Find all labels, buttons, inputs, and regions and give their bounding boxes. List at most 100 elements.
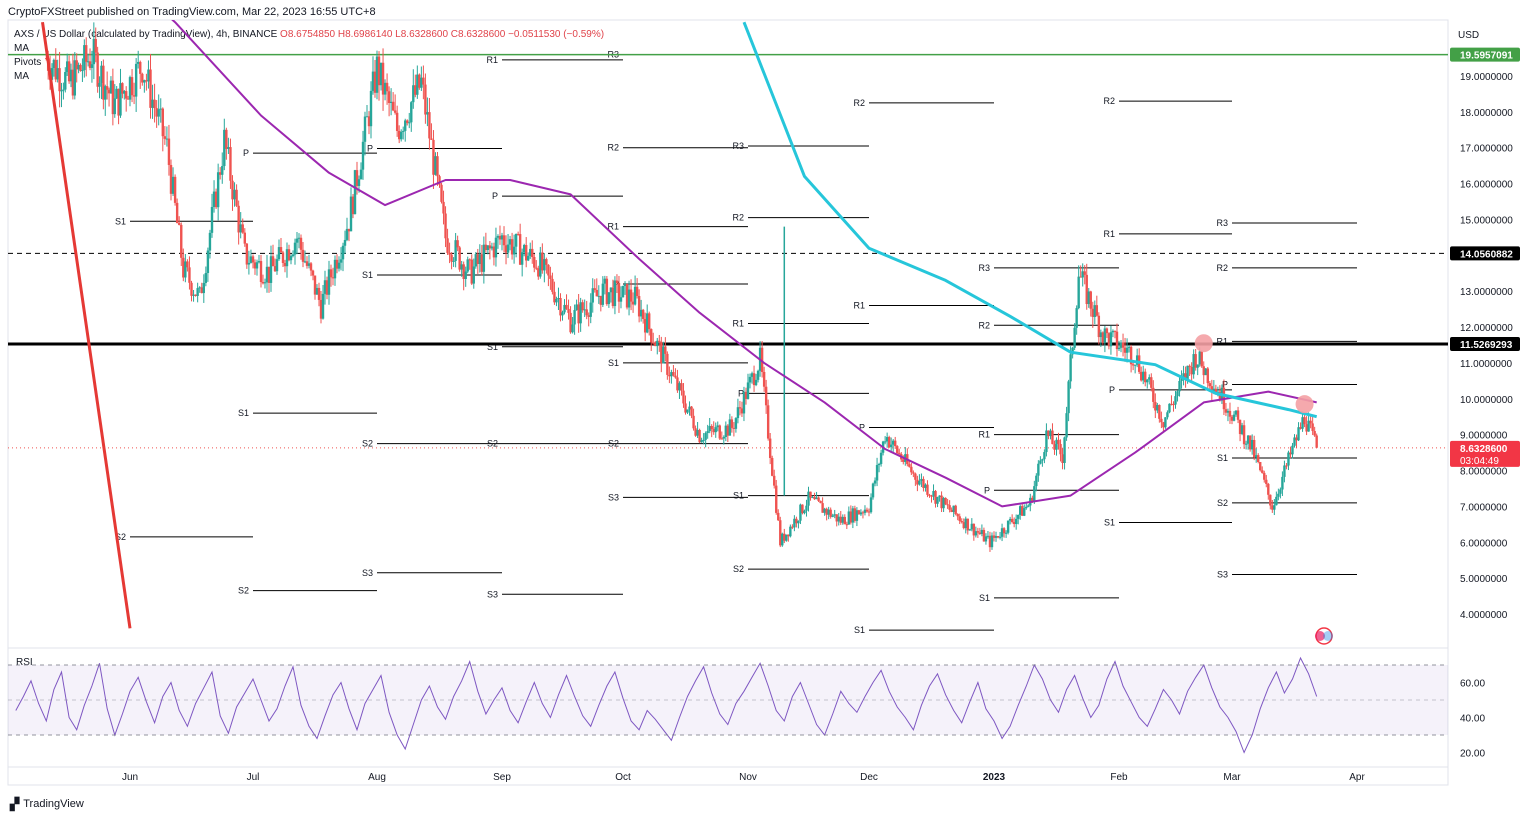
candle-body bbox=[96, 52, 99, 87]
candle-body bbox=[188, 267, 191, 283]
candle-body bbox=[615, 280, 619, 283]
candle-body bbox=[744, 391, 748, 399]
candle-body bbox=[410, 102, 413, 123]
candle-body bbox=[426, 112, 429, 115]
candle-body bbox=[1190, 367, 1193, 375]
legend-open: O8.6754850 bbox=[280, 29, 336, 40]
candle-body bbox=[251, 256, 255, 263]
candle-body bbox=[273, 266, 277, 272]
candle-body bbox=[478, 254, 482, 265]
candle-body bbox=[323, 280, 327, 294]
candle-body bbox=[83, 45, 86, 71]
candle-body bbox=[1301, 417, 1304, 429]
candle-body bbox=[424, 84, 427, 115]
candle-body bbox=[847, 511, 851, 525]
candle-body bbox=[1000, 528, 1004, 537]
candle-body bbox=[353, 170, 357, 215]
candle-body bbox=[1049, 430, 1052, 437]
candle-body bbox=[849, 511, 853, 523]
pivot-label: S1 bbox=[979, 593, 990, 603]
candle-body bbox=[466, 259, 469, 272]
candle-body bbox=[221, 166, 224, 175]
candle-body bbox=[867, 511, 871, 513]
candle-body bbox=[281, 252, 285, 264]
candle-body bbox=[930, 495, 933, 497]
pivot-label: P bbox=[738, 388, 744, 398]
candle-body bbox=[712, 429, 715, 433]
candle-body bbox=[738, 407, 742, 409]
candle-body bbox=[627, 289, 631, 308]
candle-body bbox=[345, 228, 349, 240]
candle-body bbox=[894, 440, 897, 447]
candle-body bbox=[1063, 437, 1066, 463]
candle-body bbox=[486, 245, 490, 251]
candle-body bbox=[766, 405, 770, 439]
candle-body bbox=[1144, 371, 1147, 383]
pivot-label: S1 bbox=[854, 625, 865, 635]
candle-body bbox=[835, 514, 838, 522]
candle-body bbox=[637, 296, 641, 317]
candle-body bbox=[535, 267, 538, 269]
candle-body bbox=[283, 263, 287, 267]
candle-body bbox=[891, 440, 895, 445]
legend-symbol-row: AXS / US Dollar (calculated by TradingVi… bbox=[14, 28, 604, 42]
candle-body bbox=[412, 85, 415, 103]
candle-body bbox=[56, 68, 59, 80]
candle-body bbox=[73, 60, 77, 96]
candle-body bbox=[157, 109, 160, 117]
x-tick-label: 2023 bbox=[983, 772, 1006, 783]
pivot-label: S3 bbox=[362, 568, 373, 578]
legend-indicator-pivots[interactable]: Pivots bbox=[14, 57, 42, 68]
candle-body bbox=[454, 240, 457, 261]
candle-body bbox=[171, 176, 175, 194]
candle-body bbox=[383, 82, 387, 95]
candle-body bbox=[1055, 439, 1058, 450]
pivot-label: P bbox=[984, 485, 990, 495]
candle-body bbox=[1162, 422, 1165, 428]
candle-body bbox=[621, 285, 625, 298]
candle-body bbox=[464, 271, 467, 279]
legend-indicator-ma-1[interactable]: MA bbox=[14, 43, 29, 54]
legend-indicator-ma-2[interactable]: MA bbox=[14, 71, 29, 82]
x-tick-label: Feb bbox=[1110, 772, 1128, 783]
candle-body bbox=[1099, 332, 1103, 338]
y-tick-label: 13.0000000 bbox=[1460, 287, 1513, 298]
candle-body bbox=[484, 244, 488, 251]
x-tick-label: Nov bbox=[739, 772, 757, 783]
candle-body bbox=[825, 508, 828, 515]
candle-body bbox=[210, 206, 214, 233]
candle-body bbox=[879, 452, 883, 464]
candle-body bbox=[490, 246, 494, 249]
candle-body bbox=[831, 515, 834, 517]
legend-symbol[interactable]: AXS / US Dollar (calculated by TradingVi… bbox=[14, 29, 278, 40]
candle-body bbox=[956, 514, 959, 517]
candle-body bbox=[186, 261, 189, 268]
candle-body bbox=[674, 375, 677, 378]
candle-body bbox=[670, 372, 673, 377]
pivot-label: S2 bbox=[115, 532, 126, 542]
candle-body bbox=[1117, 347, 1121, 350]
candle-body bbox=[998, 536, 1002, 538]
candle-body bbox=[1087, 291, 1090, 305]
candle-body bbox=[399, 131, 403, 140]
flag-icon[interactable] bbox=[1315, 627, 1333, 645]
candle-body bbox=[1077, 276, 1080, 309]
candle-body bbox=[219, 172, 222, 175]
candle-body bbox=[771, 457, 774, 476]
candle-body bbox=[954, 505, 957, 515]
candle-body bbox=[119, 83, 122, 116]
candle-body bbox=[460, 264, 463, 270]
candle-body bbox=[85, 45, 88, 62]
candle-body bbox=[1107, 333, 1111, 347]
candle-body bbox=[629, 289, 633, 302]
candle-body bbox=[863, 509, 867, 513]
candle-body bbox=[385, 82, 389, 92]
candle-body bbox=[1212, 388, 1216, 392]
candle-body bbox=[531, 248, 534, 258]
candle-body bbox=[1174, 396, 1177, 405]
candle-body bbox=[819, 500, 822, 504]
candle-body bbox=[694, 428, 697, 436]
candle-body bbox=[686, 409, 689, 413]
candle-body bbox=[109, 80, 113, 94]
